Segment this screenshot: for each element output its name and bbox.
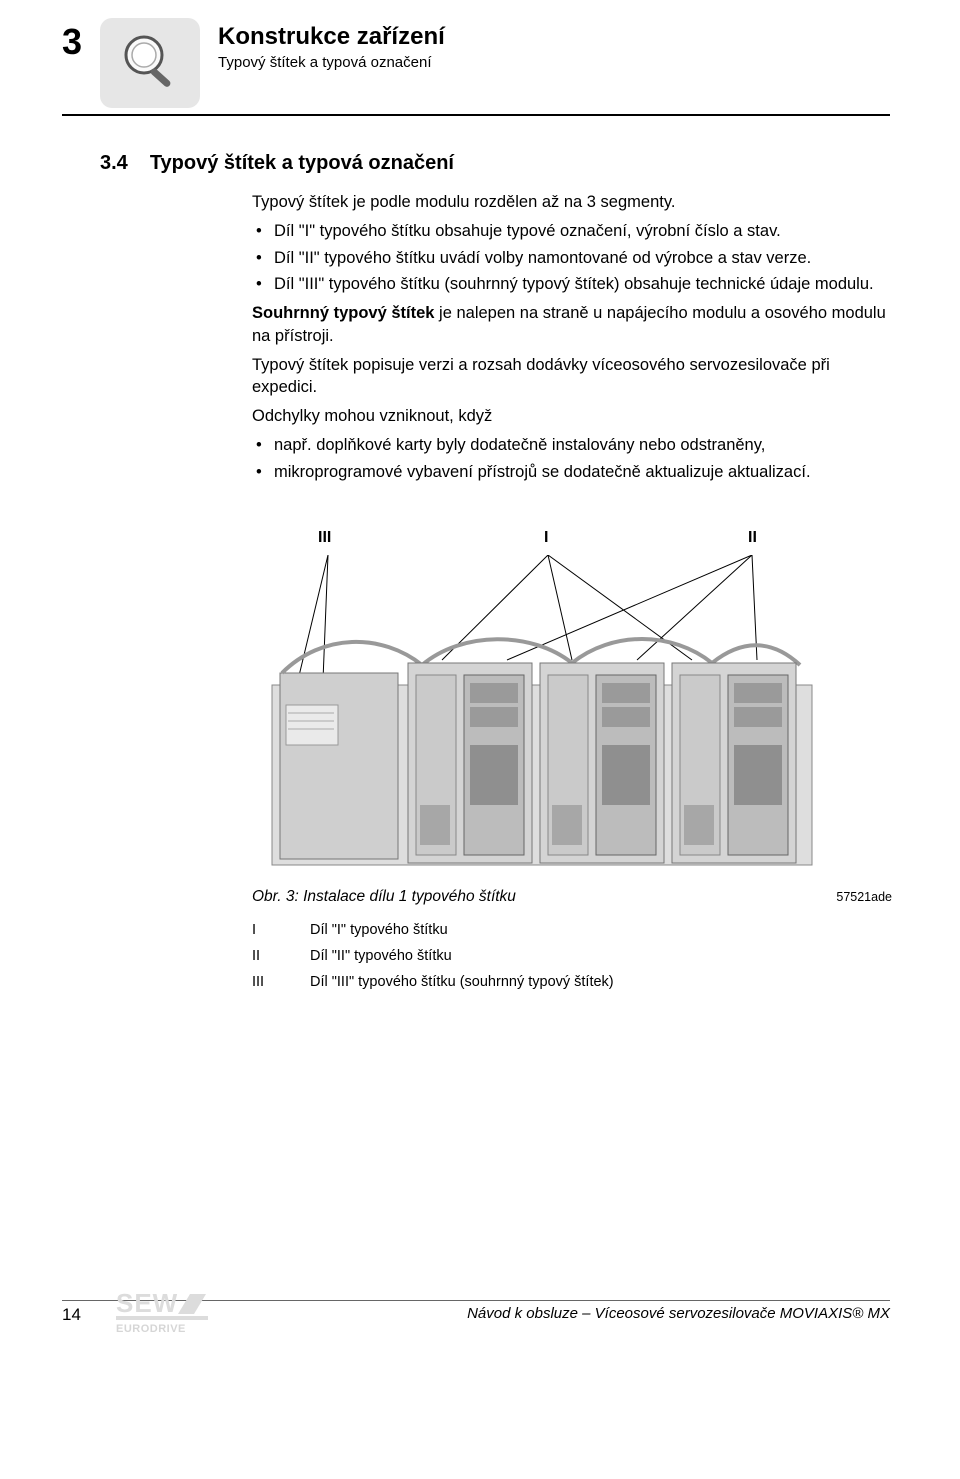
legend-key: II (252, 948, 280, 964)
figure-caption: Obr. 3: Instalace dílu 1 typového štítku (252, 888, 516, 906)
legend-key: III (252, 974, 280, 990)
footer-doc-title: Návod k obsluze – Víceosové servozesilov… (467, 1305, 890, 1322)
chapter-number: 3 (62, 18, 82, 60)
header-title: Konstrukce zařízení (218, 22, 445, 52)
header-divider (62, 114, 890, 116)
list-item: např. doplňkové karty byly dodatečně ins… (252, 434, 890, 457)
figure-label-i: I (544, 529, 548, 547)
svg-text:SEW: SEW (116, 1288, 178, 1318)
figure-label-ii: II (748, 529, 757, 547)
legend-key: I (252, 922, 280, 938)
legend-row: III Díl "III" typového štítku (souhrnný … (252, 974, 890, 990)
svg-text:EURODRIVE: EURODRIVE (116, 1323, 186, 1335)
figure-label-iii: III (318, 529, 331, 547)
legend-text: Díl "I" typového štítku (310, 922, 448, 938)
section-number: 3.4 (100, 152, 128, 175)
header-subtitle: Typový štítek a typová označení (218, 54, 445, 71)
device-figure (252, 555, 832, 880)
section-title: Typový štítek a typová označení (150, 152, 454, 175)
figure-top-labels: III I II (252, 529, 890, 555)
bullet-list-2: např. doplňkové karty byly dodatečně ins… (252, 434, 890, 484)
list-item: Díl "III" typového štítku (souhrnný typo… (252, 273, 890, 296)
figure-legend: I Díl "I" typového štítku II Díl "II" ty… (252, 922, 890, 990)
header-icon-box (100, 18, 200, 108)
sew-logo: SEW EURODRIVE (116, 1288, 276, 1343)
bullet-list-1: Díl "I" typového štítku obsahuje typové … (252, 220, 890, 296)
bold-lead: Souhrnný typový štítek (252, 304, 434, 322)
magnifier-icon (114, 27, 186, 99)
desc-paragraph: Typový štítek popisuje verzi a rozsah do… (252, 354, 890, 400)
list-item: mikroprogramové vybavení přístrojů se do… (252, 461, 890, 484)
intro-paragraph: Typový štítek je podle modulu rozdělen a… (252, 191, 890, 214)
legend-text: Díl "III" typového štítku (souhrnný typo… (310, 974, 614, 990)
legend-row: I Díl "I" typového štítku (252, 922, 890, 938)
figure-code: 57521ade (836, 888, 892, 904)
legend-text: Díl "II" typového štítku (310, 948, 452, 964)
list-item: Díl "II" typového štítku uvádí volby nam… (252, 247, 890, 270)
bold-lead-paragraph: Souhrnný typový štítek je nalepen na str… (252, 302, 890, 348)
legend-row: II Díl "II" typového štítku (252, 948, 890, 964)
page-number: 14 (62, 1305, 81, 1325)
list-item: Díl "I" typového štítku obsahuje typové … (252, 220, 890, 243)
deviate-paragraph: Odchylky mohou vzniknout, když (252, 405, 890, 428)
